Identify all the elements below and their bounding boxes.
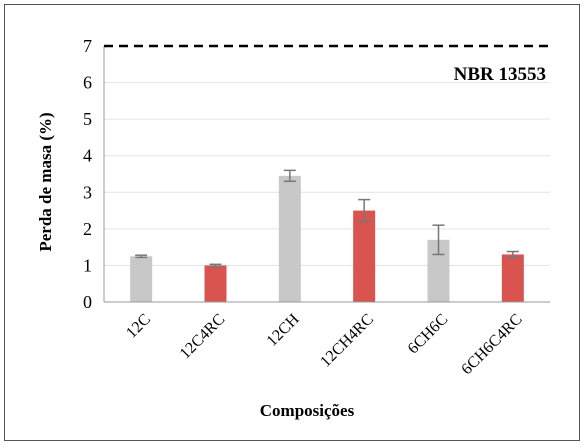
y-tick-label: 5 [83, 109, 92, 129]
x-tick-label: 6CH6C4RC [458, 311, 525, 378]
y-tick-label: 6 [83, 73, 92, 93]
x-tick-label: 12CH4RC [317, 311, 377, 371]
bar-6CH6C [427, 239, 450, 302]
y-tick-label: 1 [83, 255, 92, 275]
chart-frame: NBR 13553 0 1 2 3 4 5 6 7 12C 12C4RC 12CH 12CH4RC 6… [4, 4, 580, 441]
bar-12C [130, 256, 153, 302]
y-tick-label: 2 [83, 219, 92, 239]
y-axis-title: Perda de masa (%) [36, 112, 55, 251]
bar-12C4RC [204, 265, 227, 302]
bar-12CH4RC [353, 210, 376, 302]
error-bars [135, 169, 519, 268]
y-tick-label: 4 [83, 146, 92, 166]
x-axis-title: Composições [260, 401, 355, 420]
bars [130, 175, 524, 302]
reference-label: NBR 13553 [454, 64, 546, 85]
y-tick-label: 3 [83, 182, 92, 202]
y-tick-labels: 0 1 2 3 4 5 6 7 [83, 36, 92, 312]
bar-chart: NBR 13553 0 1 2 3 4 5 6 7 12C 12C4RC 12CH 12CH4RC 6… [36, 36, 550, 420]
x-tick-label: 12CH [264, 310, 303, 349]
x-tick-label: 12C4RC [177, 311, 229, 363]
x-tick-labels: 12C 12C4RC 12CH 12CH4RC 6CH6C 6CH6C4RC [123, 310, 526, 378]
y-tick-label: 7 [83, 36, 92, 56]
bar-12CH [278, 175, 301, 302]
x-tick-label: 12C [123, 311, 154, 342]
bar-6CH6C4RC [501, 254, 524, 302]
y-tick-label: 0 [83, 292, 92, 312]
grid-lines [104, 82, 550, 266]
x-tick-label: 6CH6C [405, 311, 452, 358]
